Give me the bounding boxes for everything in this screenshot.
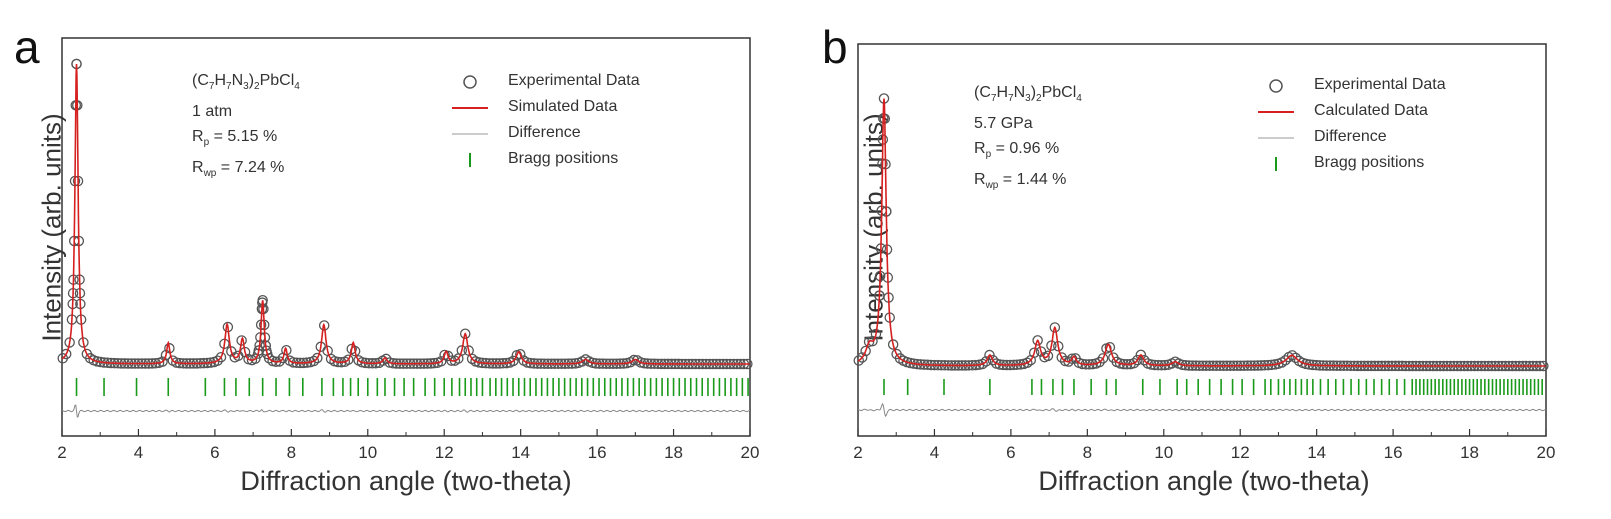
rwp-value: Rwp = 7.24 %	[192, 159, 285, 180]
x-tick-label: 16	[1384, 443, 1403, 462]
experimental-point	[1097, 353, 1109, 364]
x-tick-label: 16	[588, 443, 607, 462]
x-axis-label: Diffraction angle (two-theta)	[1038, 466, 1370, 496]
experimental-point	[343, 354, 354, 365]
x-tick-label: 12	[435, 443, 454, 462]
x-tick-label: 14	[1307, 443, 1326, 462]
experimental-point	[1135, 349, 1147, 361]
experimental-point	[863, 336, 875, 348]
x-tick-label: 8	[287, 443, 296, 462]
experimental-point	[215, 351, 227, 363]
x-tick-label: 8	[1083, 443, 1092, 462]
x-tick-label: 4	[930, 443, 939, 462]
gray-line-icon	[1258, 137, 1294, 139]
rp-value: Rp = 5.15 %	[192, 128, 278, 149]
pressure-condition: 5.7 GPa	[974, 115, 1033, 133]
axes-frame	[61, 37, 751, 437]
experimental-point	[1290, 352, 1301, 364]
experimental-point	[1063, 356, 1074, 367]
rwp-value: Rwp = 1.44 %	[974, 171, 1067, 192]
experimental-point	[628, 354, 640, 366]
open-circle-icon	[463, 75, 477, 89]
x-tick-label: 18	[664, 443, 683, 462]
difference-line	[857, 402, 1547, 418]
x-tick-label: 20	[741, 443, 760, 462]
rp-value: Rp = 0.96 %	[974, 140, 1060, 161]
experimental-point	[853, 355, 865, 366]
experimental-point	[157, 356, 168, 367]
red-line-icon	[452, 107, 488, 109]
experimental-point	[1132, 354, 1143, 366]
experimental-point	[1286, 350, 1298, 361]
experimental-point	[262, 348, 273, 360]
calculated-line	[857, 98, 1546, 367]
axes-frame	[857, 43, 1547, 437]
x-tick-label: 10	[1154, 443, 1173, 462]
experimental-point	[887, 339, 899, 350]
green-tick-icon	[469, 153, 471, 167]
compound-formula: (C7H7N3)2PbCl4	[974, 84, 1082, 105]
sample-info: (C7H7N3)2PbCl4 5.7 GPa Rp = 0.96 % Rwp =…	[974, 80, 1082, 199]
experimental-point	[435, 356, 447, 367]
plot-area: 2 4 6 8 10 12 14 16 18 20	[57, 37, 760, 462]
x-tick-label: 18	[1460, 443, 1479, 462]
experimental-point	[1049, 322, 1061, 333]
experimental-point	[856, 352, 868, 363]
x-tick-label: 6	[210, 443, 219, 462]
difference-line	[61, 404, 751, 418]
green-tick-icon	[1275, 157, 1277, 171]
plot-area: 2 4 6 8 10 12 14 16 18 20	[853, 43, 1556, 462]
x-tick-label: 20	[1537, 443, 1556, 462]
panel-letter: b	[822, 21, 848, 73]
experimental-point	[1028, 347, 1040, 359]
experimental-point	[1022, 357, 1033, 369]
x-tick-label: 10	[358, 443, 377, 462]
experimental-point	[977, 358, 988, 370]
experimental-point	[60, 348, 72, 360]
experimental-point	[515, 348, 526, 360]
x-tick-label: 12	[1231, 443, 1250, 462]
experimental-point	[980, 356, 992, 367]
red-line-icon	[1258, 111, 1294, 113]
experimental-point	[459, 328, 471, 339]
experimental-point	[1046, 340, 1057, 351]
panel-letter: a	[14, 21, 40, 73]
experimental-point	[281, 344, 292, 356]
open-circle-icon	[1269, 79, 1283, 93]
gray-line-icon	[452, 133, 488, 135]
compound-formula: (C7H7N3)2PbCl4	[192, 72, 300, 93]
experimental-point	[1094, 356, 1105, 368]
experimental-point	[308, 355, 320, 367]
experimental-point	[860, 345, 871, 357]
experimental-point	[212, 355, 223, 366]
x-tick-label: 14	[511, 443, 530, 462]
x-tick-label: 2	[57, 443, 66, 462]
experimental-point	[325, 353, 337, 365]
calculated-line	[61, 63, 750, 365]
x-tick-label: 6	[1006, 443, 1015, 462]
x-tick-label: 4	[134, 443, 143, 462]
experimental-point	[984, 349, 995, 361]
sample-info: (C7H7N3)2PbCl4 1 atm Rp = 5.15 % Rwp = 7…	[192, 68, 300, 187]
x-tick-label: 2	[853, 443, 862, 462]
experimental-point	[1032, 335, 1043, 346]
experimental-point	[1104, 341, 1116, 353]
pressure-condition: 1 atm	[192, 103, 233, 121]
experimental-point	[1128, 357, 1140, 369]
experimental-point	[312, 352, 323, 364]
experimental-point	[508, 355, 519, 367]
experimental-point	[456, 345, 468, 356]
panel-a: a Intensity (arb. units) 2 4 6 8 10 12 14 16 18 2…	[0, 0, 800, 519]
experimental-point	[1280, 355, 1291, 366]
panel-b: b Intensity (arb. units) 2 4 6 8 10 12 14 16 18 2…	[800, 0, 1611, 519]
x-axis-label: Diffraction angle (two-theta)	[240, 466, 572, 496]
